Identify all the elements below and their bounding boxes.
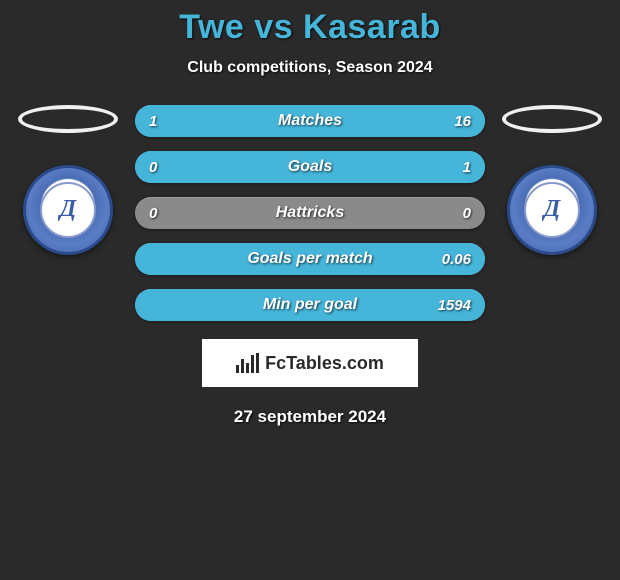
subtitle: Club competitions, Season 2024: [0, 59, 620, 77]
right-team-col: [497, 105, 607, 255]
stat-value-left: 0: [149, 159, 157, 176]
page-title: Twe vs Kasarab: [0, 8, 620, 47]
stat-value-left: 0: [149, 205, 157, 222]
left-team-col: [13, 105, 123, 255]
team-badge-right: [507, 165, 597, 255]
brand-box[interactable]: FcTables.com: [202, 339, 418, 387]
content-row: 1 Matches 16 0 Goals 1 0 Hattricks 0: [0, 105, 620, 321]
player-silhouette-left: [18, 105, 118, 133]
date-line: 27 september 2024: [0, 407, 620, 427]
stat-label: Matches: [278, 112, 342, 130]
stat-value-right: 16: [454, 113, 471, 130]
team-badge-left: [23, 165, 113, 255]
stat-label: Goals per match: [247, 250, 372, 268]
stat-value-right: 0: [463, 205, 471, 222]
stat-bar-goals-per-match: Goals per match 0.06: [135, 243, 485, 275]
brand-text: FcTables.com: [265, 353, 384, 374]
stat-label: Hattricks: [276, 204, 344, 222]
stat-value-right: 1594: [438, 297, 471, 314]
stat-label: Min per goal: [263, 296, 357, 314]
stat-value-left: 1: [149, 113, 157, 130]
stat-value-right: 1: [463, 159, 471, 176]
stat-bar-min-per-goal: Min per goal 1594: [135, 289, 485, 321]
stat-value-right: 0.06: [442, 251, 471, 268]
stat-bar-matches: 1 Matches 16: [135, 105, 485, 137]
stat-label: Goals: [288, 158, 332, 176]
stat-bar-hattricks: 0 Hattricks 0: [135, 197, 485, 229]
player-silhouette-right: [502, 105, 602, 133]
comparison-card: Twe vs Kasarab Club competitions, Season…: [0, 0, 620, 427]
stat-bar-goals: 0 Goals 1: [135, 151, 485, 183]
stats-column: 1 Matches 16 0 Goals 1 0 Hattricks 0: [135, 105, 485, 321]
chart-bars-icon: [236, 353, 259, 373]
